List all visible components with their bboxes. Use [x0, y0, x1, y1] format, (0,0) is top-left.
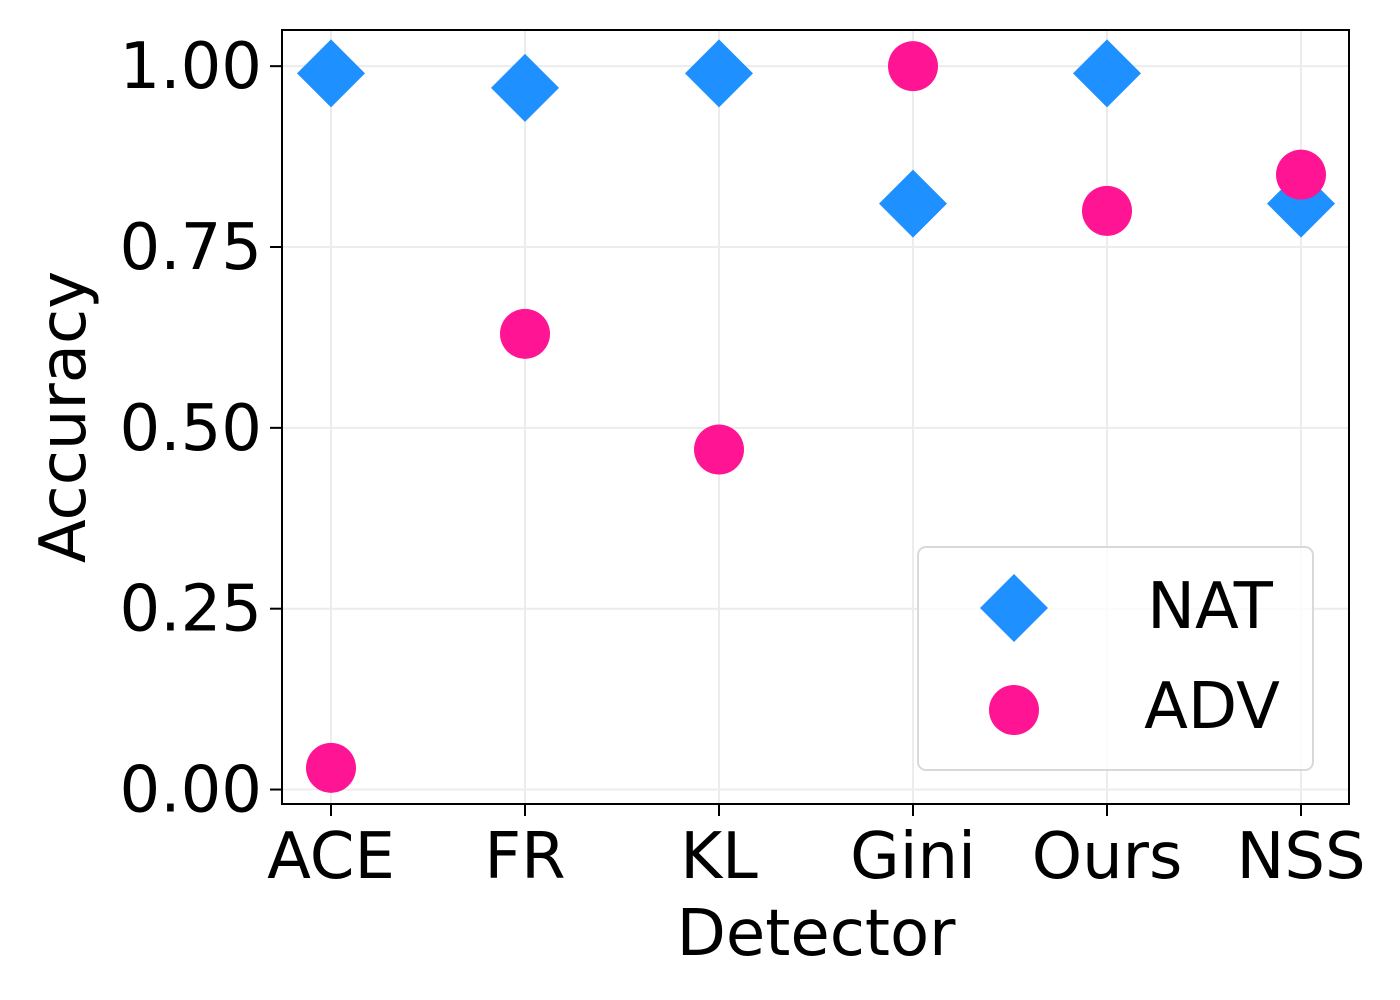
- adv-point-fr: [500, 308, 550, 359]
- legend-marker-adv: [989, 685, 1039, 735]
- data-points: [297, 39, 1335, 793]
- adv-point-nss: [1276, 149, 1326, 200]
- adv-point-ace: [306, 742, 356, 793]
- x-tick-label: Gini: [850, 820, 976, 894]
- legend-label-adv: ADV: [1144, 670, 1280, 744]
- nat-point-ours: [1073, 39, 1141, 108]
- x-axis-label: Detector: [677, 897, 957, 971]
- y-tick-label: 0.25: [120, 573, 263, 647]
- legend-marker-nat: [980, 574, 1048, 642]
- adv-point-gini: [888, 41, 938, 92]
- plot-frame: [281, 29, 1350, 805]
- nat-point-gini: [879, 169, 947, 238]
- nat-point-fr: [491, 53, 559, 122]
- legend: NAT ADV: [917, 546, 1314, 771]
- x-tick-label: NSS: [1236, 820, 1365, 894]
- legend-label-nat: NAT: [1147, 570, 1274, 644]
- x-tick-label: Ours: [1032, 820, 1183, 894]
- y-axis-label: Accuracy: [27, 271, 101, 563]
- adv-point-kl: [694, 424, 744, 475]
- nat-point-kl: [685, 39, 753, 108]
- x-tick-label: KL: [680, 820, 758, 894]
- adv-point-ours: [1082, 185, 1132, 236]
- x-tick-label: FR: [484, 820, 565, 894]
- y-tick-label: 0.75: [120, 211, 263, 285]
- x-axis-ticks: ACE FR KL Gini Ours NSS: [267, 804, 1366, 894]
- x-tick-label: ACE: [267, 820, 395, 894]
- nat-point-ace: [297, 39, 365, 108]
- y-tick-label: 0.00: [120, 754, 263, 828]
- y-tick-label: 1.00: [120, 30, 263, 104]
- y-tick-label: 0.50: [120, 392, 263, 466]
- y-axis-ticks: 0.00 0.25 0.50 0.75 1.00: [120, 30, 282, 828]
